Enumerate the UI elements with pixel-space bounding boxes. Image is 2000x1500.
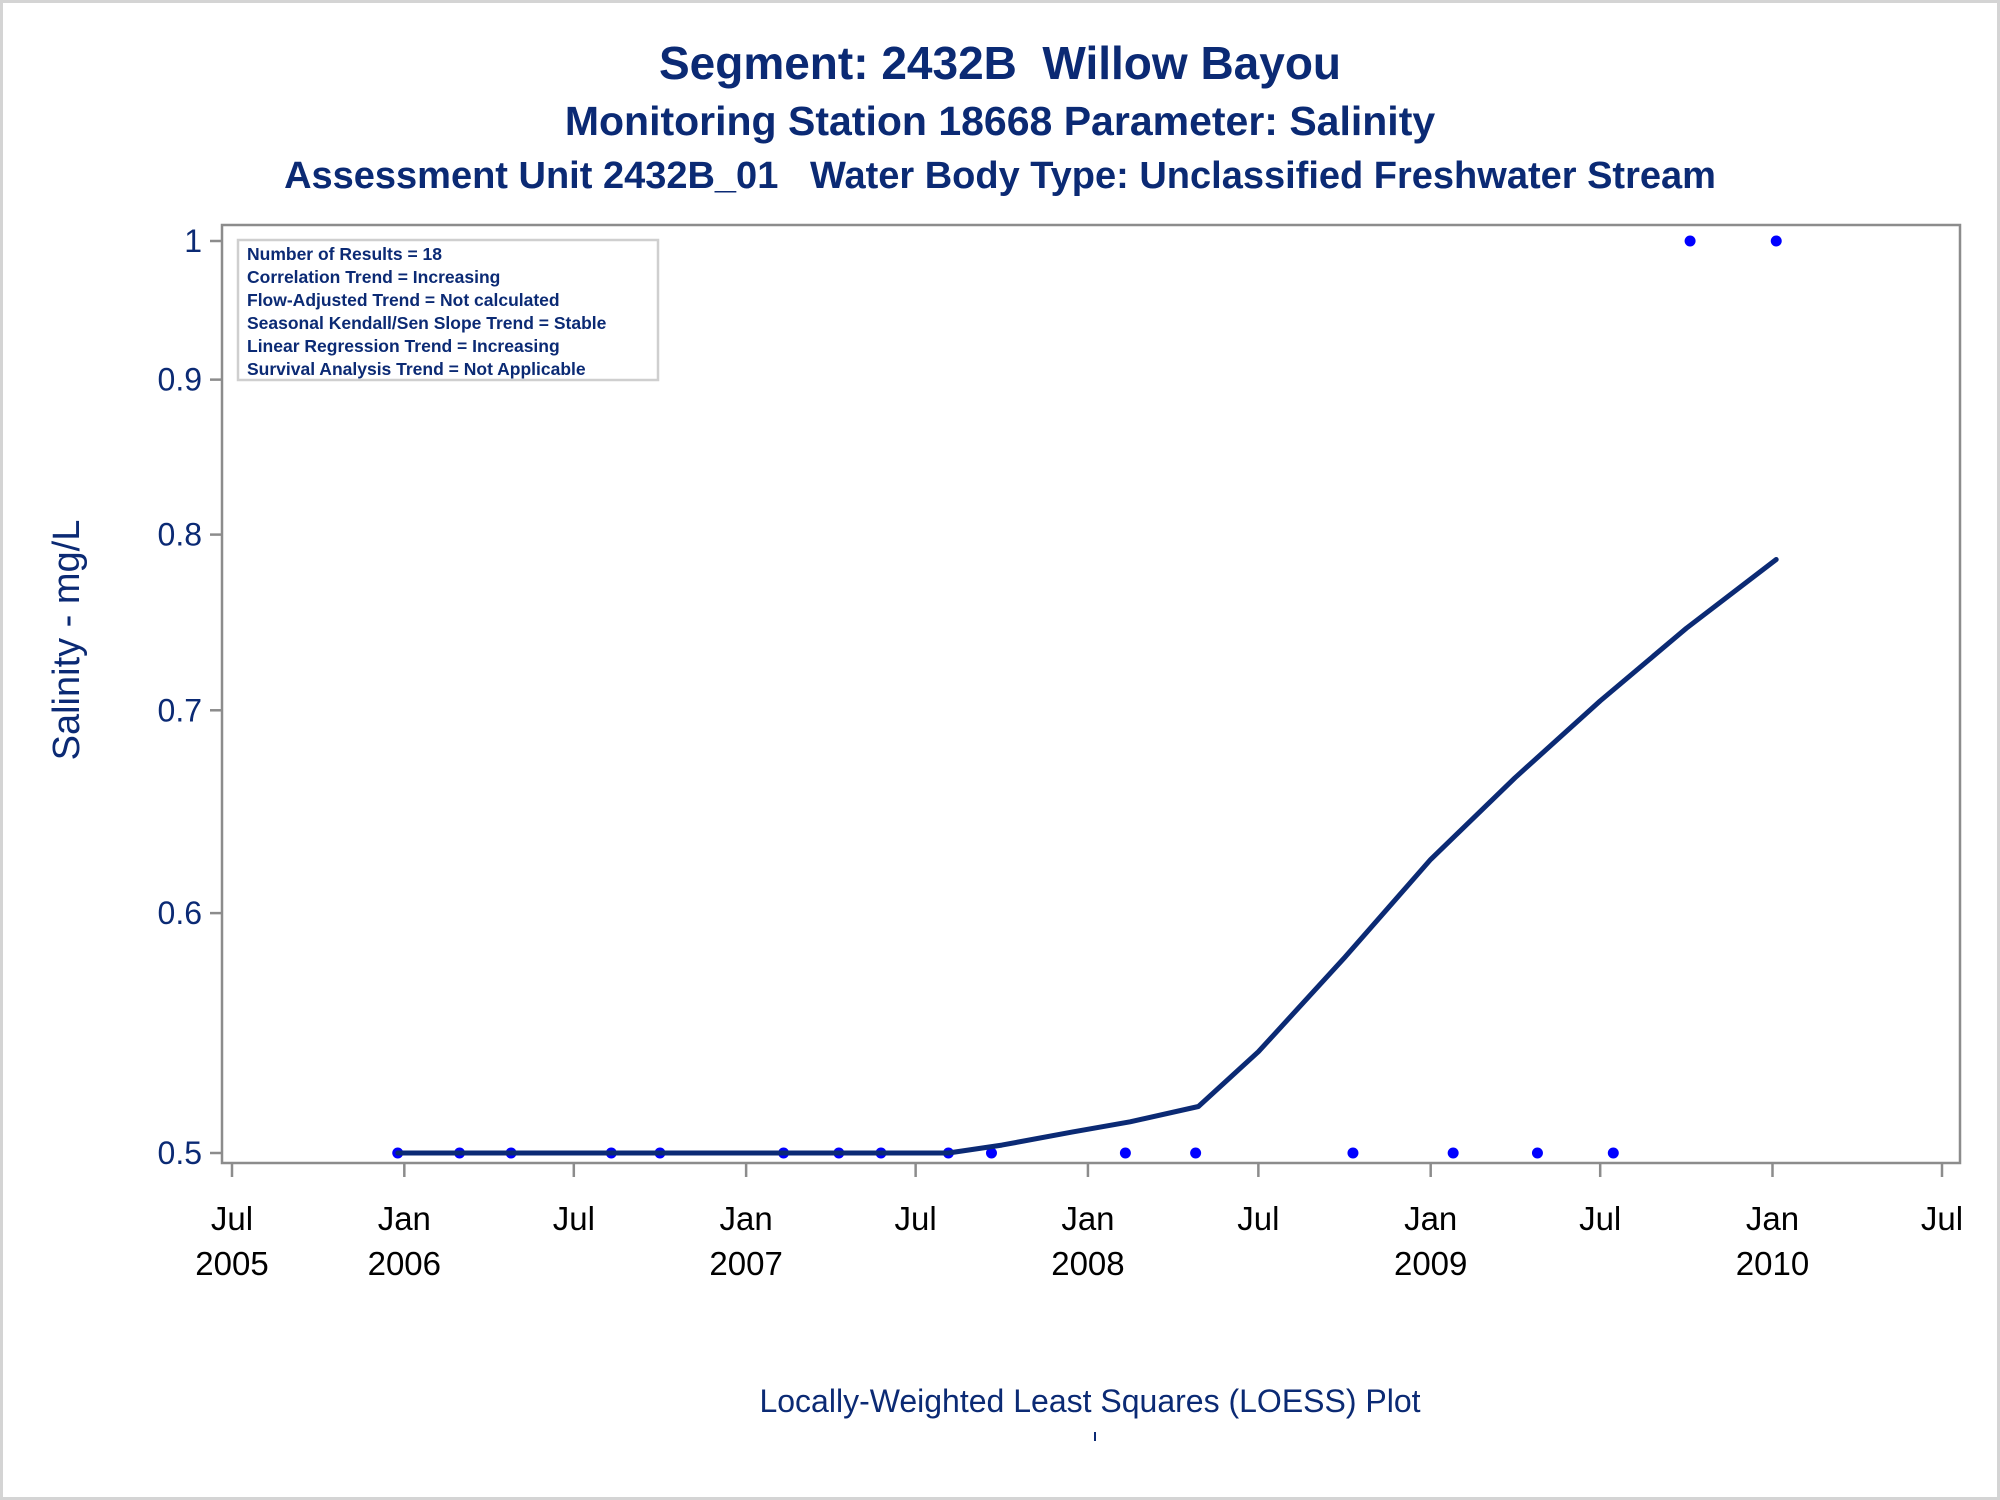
x-tick-label: Jan bbox=[1061, 1200, 1114, 1237]
plot-area bbox=[392, 235, 1782, 1159]
y-tick-label: 0.8 bbox=[158, 517, 202, 553]
x-tick-label: Jan bbox=[1404, 1200, 1457, 1237]
loess-trend-line bbox=[395, 557, 1779, 1156]
stats-box-line: Survival Analysis Trend = Not Applicable bbox=[247, 359, 586, 379]
x-tick-year-label: 2007 bbox=[709, 1245, 782, 1282]
y-tick-label: 0.5 bbox=[158, 1135, 202, 1171]
data-point bbox=[1684, 235, 1696, 247]
chart-subtitle: Monitoring Station 18668 Parameter: Sali… bbox=[564, 98, 1436, 144]
x-tick-year-label: 2010 bbox=[1736, 1245, 1809, 1282]
y-tick-label: 0.9 bbox=[158, 362, 202, 398]
stats-box-line: Seasonal Kendall/Sen Slope Trend = Stabl… bbox=[247, 313, 607, 333]
x-tick-label: Jul bbox=[553, 1200, 595, 1237]
y-tick-label: 1 bbox=[184, 223, 202, 259]
x-tick-label: Jul bbox=[1237, 1200, 1279, 1237]
data-point bbox=[985, 1147, 997, 1159]
chart-title: Segment: 2432B Willow Bayou bbox=[658, 37, 1342, 89]
stats-box-line: Linear Regression Trend = Increasing bbox=[247, 336, 560, 356]
data-point bbox=[1607, 1147, 1619, 1159]
data-point bbox=[1447, 1147, 1459, 1159]
x-tick-year-label: 2009 bbox=[1394, 1245, 1467, 1282]
y-axis-title: Salinity - mg/L bbox=[46, 520, 88, 761]
stats-box-line: Correlation Trend = Increasing bbox=[247, 267, 500, 287]
footnote: Locally-Weighted Least Squares (LOESS) P… bbox=[759, 1383, 1420, 1419]
x-tick-label: Jul bbox=[1921, 1200, 1963, 1237]
x-tick-year-label: 2008 bbox=[1051, 1245, 1124, 1282]
data-point bbox=[1347, 1147, 1359, 1159]
stats-box: Number of Results = 18 Correlation Trend … bbox=[236, 238, 660, 382]
x-tick-label: Jul bbox=[1579, 1200, 1621, 1237]
x-tick-label: Jan bbox=[378, 1200, 431, 1237]
y-axis: 0.5 0.6 0.7 0.8 0.9 1 bbox=[158, 223, 222, 1171]
data-point bbox=[1770, 235, 1782, 247]
x-tick-label: Jul bbox=[211, 1200, 253, 1237]
x-tick-label: Jul bbox=[895, 1200, 937, 1237]
stats-box-line: Flow-Adjusted Trend = Not calculated bbox=[247, 290, 560, 310]
x-tick-label: Jan bbox=[1746, 1200, 1799, 1237]
x-tick-year-label: 2005 bbox=[195, 1245, 268, 1282]
stats-box-border bbox=[236, 238, 660, 382]
stats-box-line: Number of Results = 18 bbox=[247, 244, 442, 264]
x-tick-year-label: 2006 bbox=[368, 1245, 441, 1282]
data-point bbox=[1119, 1147, 1131, 1159]
y-tick-label: 0.7 bbox=[158, 692, 202, 728]
chart-subtitle-2: Assessment Unit 2432B_01 Water Body Type… bbox=[284, 155, 1716, 197]
y-tick-label: 0.6 bbox=[158, 895, 202, 931]
data-point bbox=[1190, 1147, 1202, 1159]
x-axis: Jul 2005 Jan 2006 Jul Jan 2007 Jul Jan 2008 Jul Jan… bbox=[195, 1163, 1963, 1282]
data-point bbox=[1531, 1147, 1543, 1159]
plot-frame bbox=[220, 223, 1962, 1165]
x-tick-label: Jan bbox=[720, 1200, 773, 1237]
